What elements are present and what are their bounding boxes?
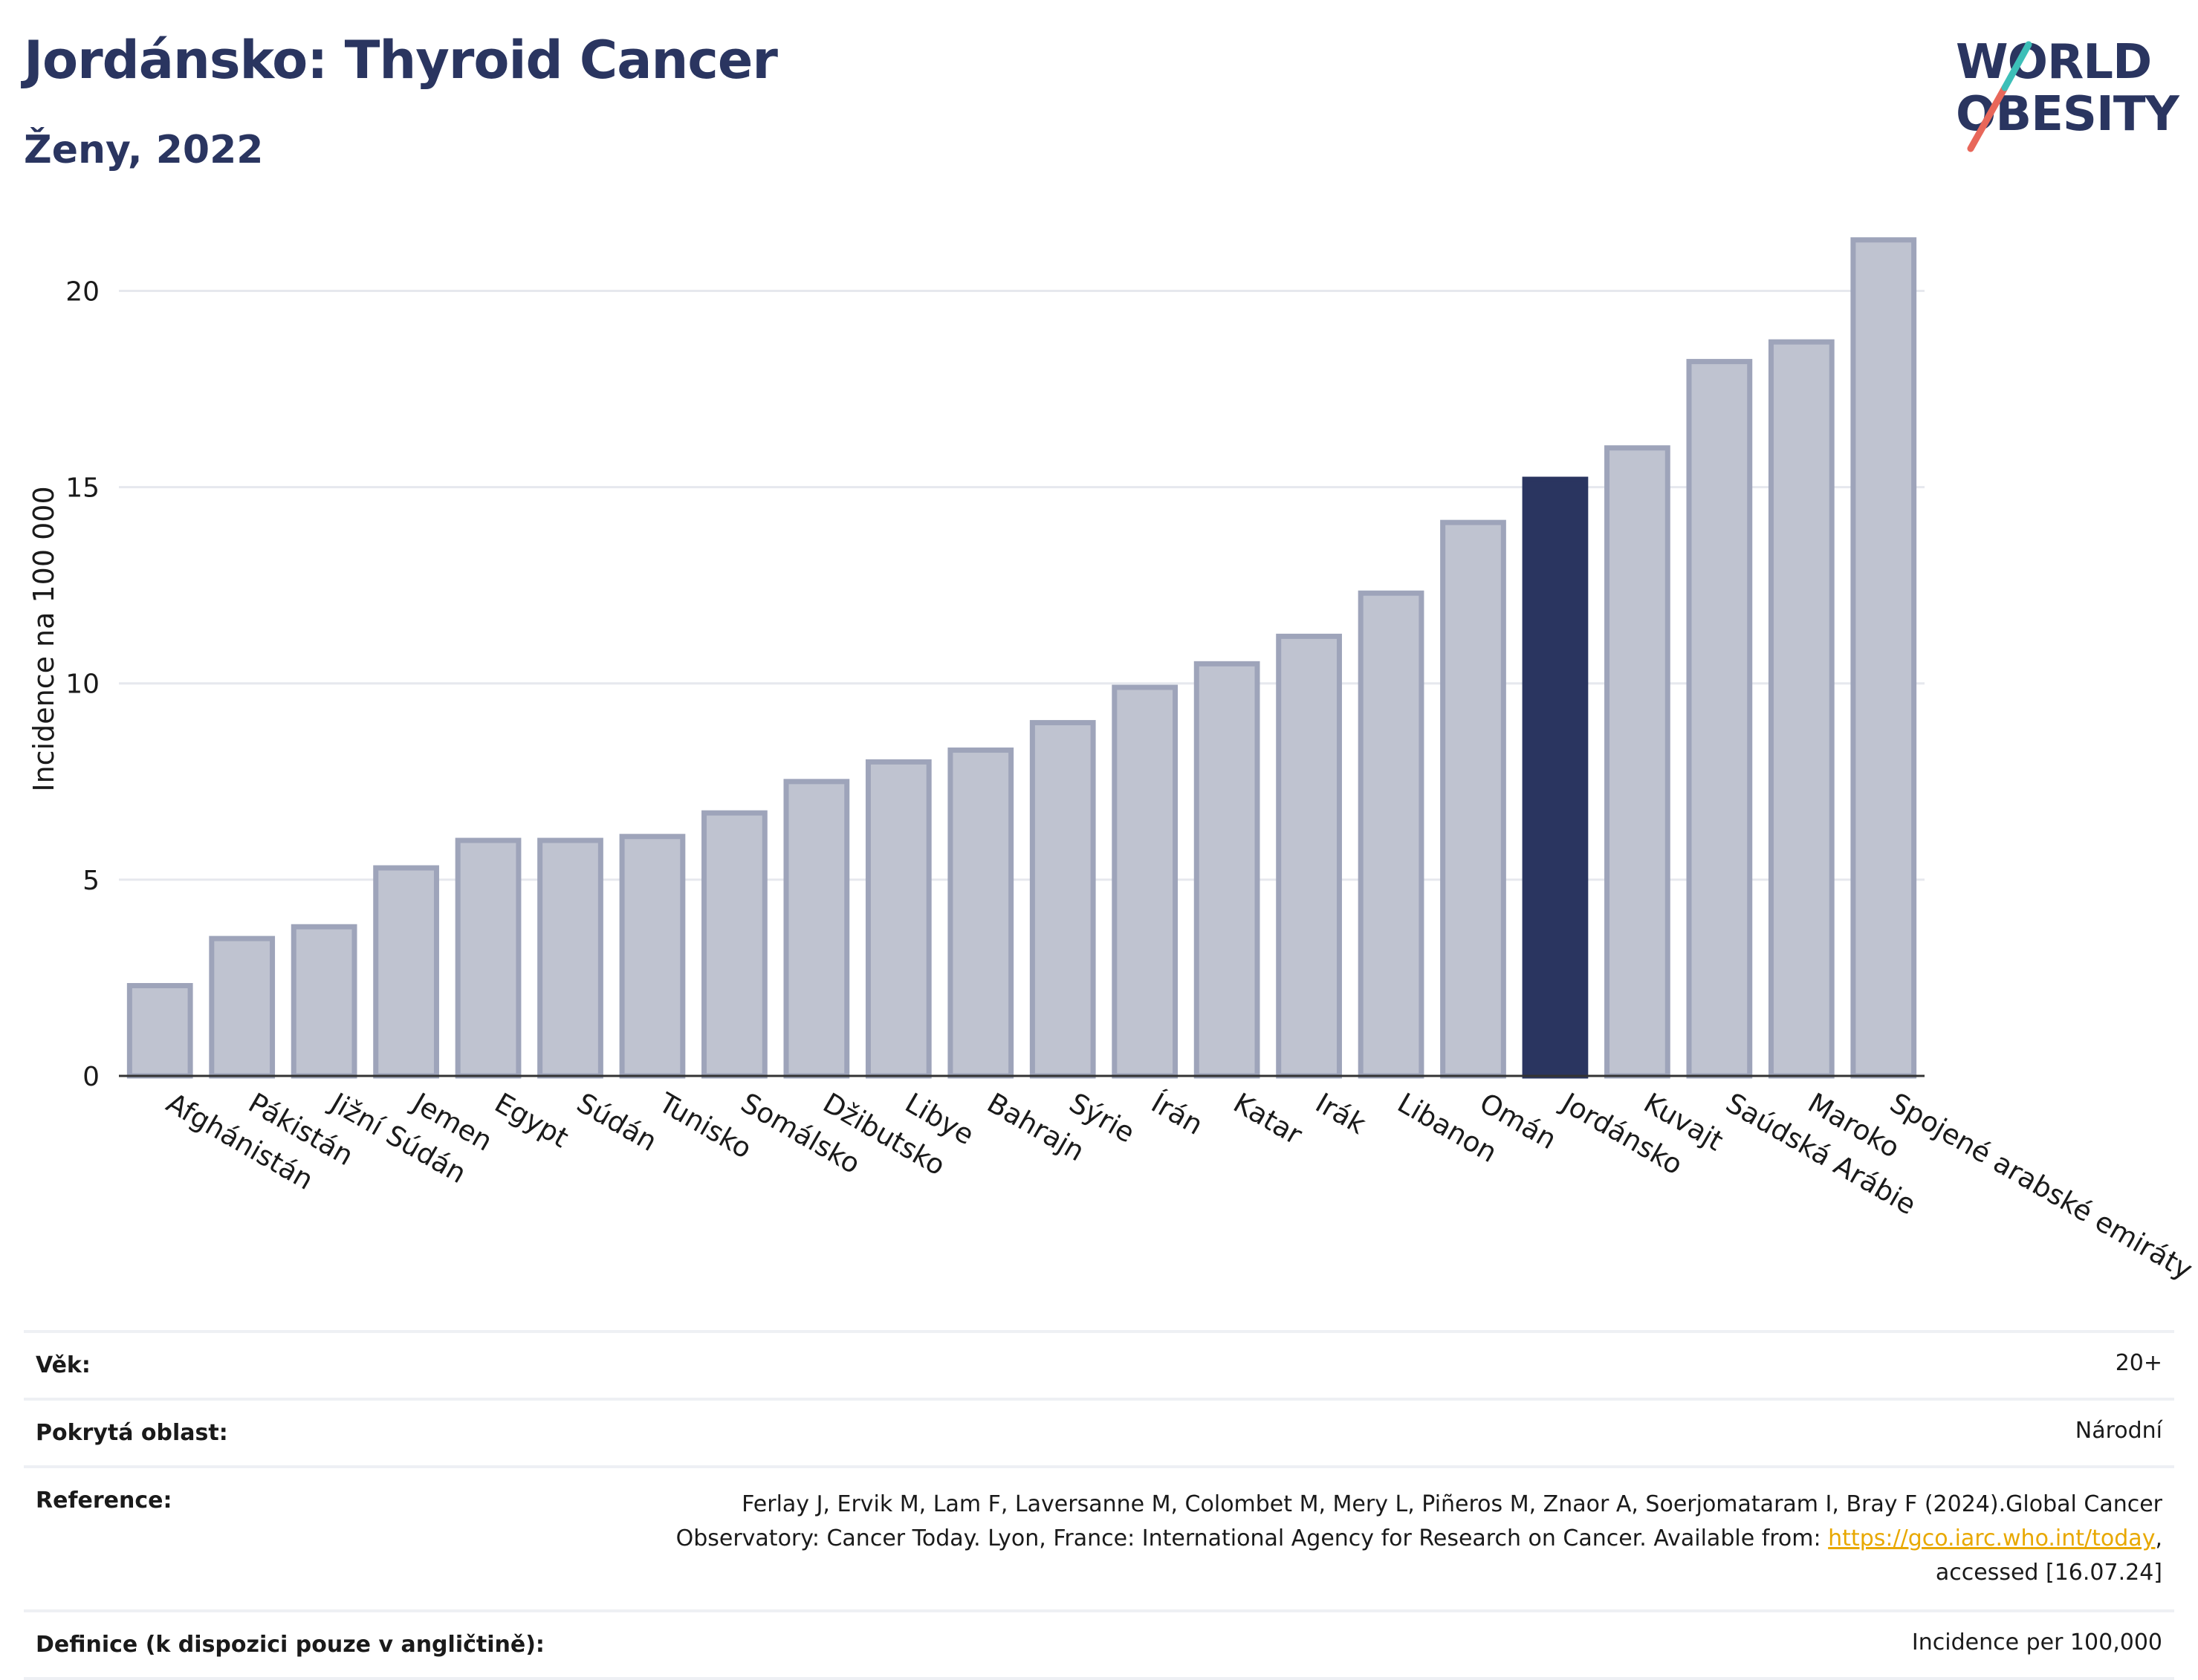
x-tick-label: Katar [1228,1087,1309,1152]
bar [291,924,357,1079]
y-tick-label: 15 [65,473,100,504]
bar [126,983,193,1079]
bar [783,779,850,1079]
logo-line-world: WORLD [1956,35,2151,90]
bar [619,834,686,1079]
bar [373,865,439,1079]
reference-line-2: Observatory: Cancer Today. Lyon, France:… [676,1522,2162,1556]
bar [947,747,1014,1079]
bar [701,810,768,1079]
y-tick-label: 0 [82,1062,100,1092]
bar [865,759,932,1079]
definition-value: Incidence per 100,000 [1911,1629,2162,1655]
y-tick-label: 5 [82,866,100,896]
age-label: Věk: [36,1352,91,1378]
bar [1522,476,1589,1079]
reference-label: Reference: [36,1488,172,1514]
bar [1850,237,1917,1079]
chart-subtitle: Ženy, 2022 [24,128,264,172]
x-tick-label: Írán [1146,1086,1209,1141]
bar [1358,590,1424,1079]
x-tick-label: Spojené arabské emiráty [1884,1087,2198,1286]
reference-link[interactable]: https://gco.iarc.who.int/today [1828,1525,2156,1551]
reference-line-3: accessed [16.07.24] [1935,1560,2162,1586]
coverage-value: Národní [2075,1418,2162,1444]
bar [537,837,603,1079]
logo-slash-teal [2001,41,2032,91]
reference-value: Ferlay J, Ervik M, Lam F, Laversanne M, … [676,1488,2162,1590]
meta-row-reference: Reference: Ferlay J, Ervik M, Lam F, Lav… [24,1465,2174,1609]
reference-line-2-end: , [2155,1525,2162,1551]
age-value: 20+ [2115,1350,2162,1376]
logo-slash-coral [1967,84,2009,152]
bar [1768,339,1835,1079]
bars [126,237,1917,1079]
bar [455,837,522,1079]
chart-title: Jordánsko: Thyroid Cancer [24,30,778,91]
y-tick-label: 20 [65,276,100,307]
meta-row-age: Věk: 20+ [24,1330,2174,1398]
meta-row-coverage: Pokrytá oblast: Národní [24,1398,2174,1465]
bar [1604,445,1670,1079]
y-axis-label: Incidence na 100 000 [27,486,60,791]
bar [1440,519,1506,1079]
world-obesity-logo: WORLD OBESITY [1956,35,2180,152]
meta-row-definition: Definice (k dispozici pouze v angličtině… [24,1609,2174,1680]
x-tick-label: Egypt [490,1087,574,1155]
bar [1193,661,1260,1079]
reference-line-1: Ferlay J, Ervik M, Lam F, Laversanne M, … [742,1491,2162,1517]
coverage-label: Pokrytá oblast: [36,1420,228,1446]
y-tick-label: 10 [65,669,100,700]
definition-label: Definice (k dispozici pouze v angličtině… [36,1632,545,1658]
x-tick-label: Súdán [571,1087,662,1158]
bar [1112,684,1179,1079]
bar [209,935,276,1079]
reference-line-2-text: Observatory: Cancer Today. Lyon, France:… [675,1525,1829,1551]
bar [1276,633,1342,1079]
metadata-table: Věk: 20+ Pokrytá oblast: Národní Referen… [24,1330,2174,1680]
x-tick-label: Irák [1310,1087,1372,1141]
bar [1686,359,1753,1079]
x-tick-label: Tunisko [653,1086,757,1165]
bar [1029,720,1096,1079]
